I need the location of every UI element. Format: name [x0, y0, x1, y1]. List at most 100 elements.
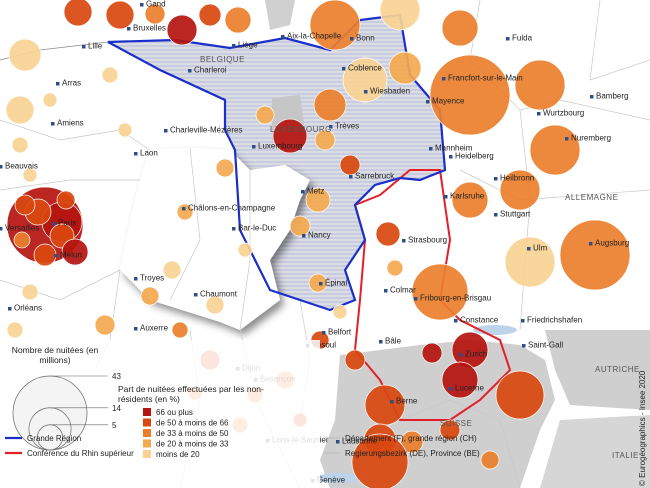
tourism-circle — [289, 215, 311, 237]
city-marker — [302, 234, 306, 238]
city-marker — [429, 147, 433, 151]
tourism-circle — [504, 236, 556, 288]
city-marker — [521, 319, 525, 323]
line-legend-label: Conférence du Rhin supérieur — [27, 449, 134, 458]
rhine-conference-border — [353, 169, 512, 421]
line-legend-label: Grande Région — [27, 434, 81, 443]
city-label: Bamberg — [596, 92, 628, 101]
color-legend-label: de 20 à moins de 33 — [156, 440, 229, 449]
city-label: Charleroi — [194, 66, 227, 75]
city-marker — [56, 82, 60, 86]
tourism-circle — [309, 0, 361, 51]
city-label: Melun — [60, 251, 82, 260]
city-label: Troyes — [140, 274, 164, 283]
city-label: Wiesbaden — [370, 87, 410, 96]
city-marker — [589, 242, 593, 246]
tourism-circle — [176, 203, 194, 221]
tourism-circle — [386, 259, 404, 277]
tourism-circle — [8, 38, 42, 72]
city-label: Nuremberg — [571, 134, 611, 143]
color-swatch — [143, 450, 151, 458]
city-marker — [8, 307, 12, 311]
city-label: Bâle — [385, 337, 402, 346]
tourism-circle — [379, 0, 421, 31]
tourism-circle — [421, 342, 443, 364]
city-label: Genève — [317, 476, 346, 485]
city-marker — [0, 165, 3, 169]
tourism-circle — [375, 221, 401, 247]
city-marker — [414, 297, 418, 301]
tourism-circle — [22, 167, 38, 183]
tourism-circle — [171, 321, 189, 339]
city-label: Heilbronn — [500, 174, 534, 183]
city-marker — [454, 319, 458, 323]
city-marker — [54, 254, 58, 258]
tourism-circle — [441, 9, 479, 47]
city-label: Fribourg-en-Brisgau — [420, 294, 491, 303]
city-label: Lausanne — [342, 437, 378, 446]
tourism-circle — [429, 54, 511, 136]
city-marker — [0, 227, 3, 231]
city-label: Vesoul — [312, 341, 336, 350]
city-label: Francfort-sur-le-Main — [448, 74, 523, 83]
city-marker — [134, 277, 138, 281]
city-marker — [494, 213, 498, 217]
city-label: Bonn — [356, 34, 375, 43]
tourism-circle — [14, 194, 36, 216]
city-label: Châlons-en-Champagne — [188, 204, 276, 213]
city-marker — [194, 293, 198, 297]
city-marker — [426, 100, 430, 104]
city-marker — [232, 227, 236, 231]
tourism-circle — [42, 92, 58, 108]
tourism-circle — [255, 105, 275, 125]
city-marker — [364, 90, 368, 94]
city-marker — [51, 122, 55, 126]
city-label: Karlsruhe — [450, 192, 485, 201]
tourism-circle — [451, 181, 489, 219]
tourism-circle — [495, 370, 545, 420]
city-label: Aix-la-Chapelle — [287, 32, 342, 41]
line-legend-label: Regierungsbezirk (DE), Province (BE) — [345, 449, 480, 458]
city-label: Paris — [58, 219, 76, 228]
city-marker — [342, 67, 346, 71]
tourism-circle — [166, 14, 198, 46]
tourism-circle — [56, 190, 76, 210]
size-legend-label: 43 — [112, 372, 121, 381]
city-label: Bruxelles — [133, 24, 166, 33]
color-swatch — [143, 439, 151, 448]
tourism-circle — [313, 88, 347, 122]
country-label: ITALIE — [612, 451, 639, 460]
tourism-circle — [499, 169, 541, 211]
tourism-circle — [441, 361, 479, 399]
tourism-circle — [6, 321, 24, 339]
city-label: Berne — [396, 397, 418, 406]
tourism-circle — [105, 0, 135, 30]
city-label: Trèves — [335, 122, 359, 131]
city-marker — [402, 239, 406, 243]
city-label: Laon — [140, 149, 158, 158]
city-marker — [301, 190, 305, 194]
city-label: Mayence — [432, 97, 465, 106]
tourism-circle — [21, 283, 39, 301]
city-label: Luxembourg — [258, 142, 302, 151]
city-marker — [82, 45, 86, 49]
tourism-circle — [144, 3, 166, 25]
color-swatch — [143, 429, 151, 437]
city-marker — [444, 195, 448, 199]
city-label: Charleville-Mézières — [170, 126, 242, 135]
tourism-circle — [559, 219, 631, 291]
city-marker — [319, 282, 323, 286]
city-marker — [494, 177, 498, 181]
city-marker — [590, 95, 594, 99]
city-marker — [322, 331, 326, 335]
city-marker — [329, 125, 333, 129]
city-marker — [565, 137, 569, 141]
city-marker — [350, 37, 354, 41]
tourism-circle — [439, 419, 461, 441]
city-label: Sarrebruck — [355, 172, 395, 181]
size-legend-label: 14 — [112, 404, 121, 413]
tourism-circle — [308, 273, 328, 293]
city-label: Constance — [460, 316, 499, 325]
line-legend-label: Département (F), grande région (CH) — [345, 434, 477, 443]
